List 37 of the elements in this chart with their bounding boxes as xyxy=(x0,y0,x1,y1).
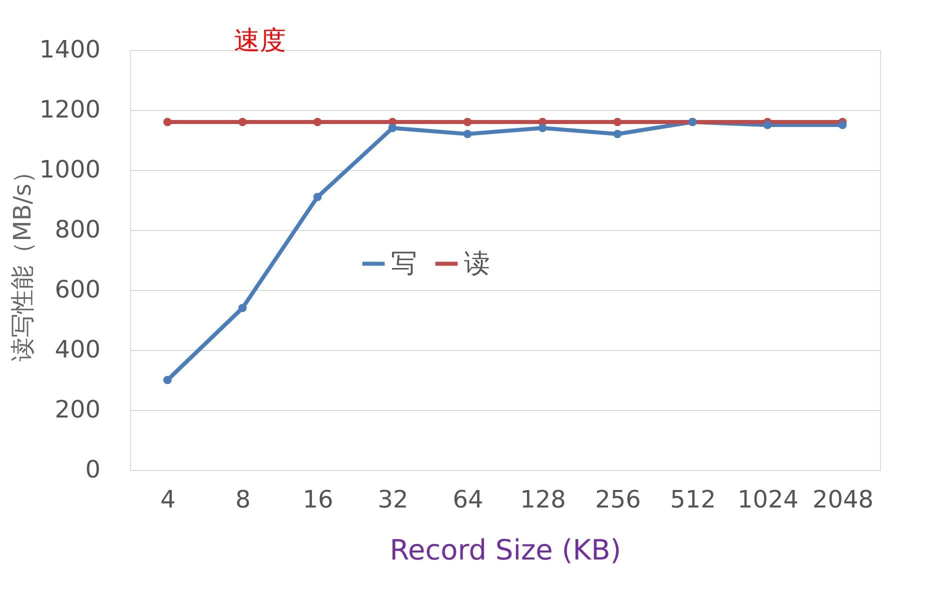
point xyxy=(613,130,622,138)
x-tick-label: 64 xyxy=(452,486,484,514)
point xyxy=(538,124,547,132)
point xyxy=(238,118,247,126)
x-tick-label: 128 xyxy=(520,486,566,514)
legend-label: 写 xyxy=(391,248,417,279)
point xyxy=(463,130,472,138)
x-tick-label: 8 xyxy=(235,486,251,514)
y-tick-label: 0 xyxy=(85,456,100,484)
x-tick-label: 512 xyxy=(670,486,716,514)
point xyxy=(463,118,472,126)
x-tick-label: 1024 xyxy=(737,486,799,514)
y-tick-label: 1200 xyxy=(39,96,100,124)
y-tick-label: 600 xyxy=(54,276,100,304)
legend-label: 读 xyxy=(464,248,490,279)
y-tick-label: 1000 xyxy=(39,156,100,184)
point xyxy=(313,118,322,126)
point xyxy=(163,118,172,126)
x-tick-label: 32 xyxy=(378,486,408,514)
y-tick-label: 200 xyxy=(54,396,100,424)
point xyxy=(838,120,847,130)
y-tick-label: 400 xyxy=(54,336,100,364)
x-tick-label: 256 xyxy=(595,486,641,514)
y-tick-label: 1400 xyxy=(39,36,100,64)
x-tick-label: 2048 xyxy=(812,486,874,514)
point xyxy=(313,192,322,202)
point xyxy=(163,376,172,384)
x-tick-label: 4 xyxy=(160,486,176,514)
x-tick-label: 16 xyxy=(302,486,334,514)
y-axis-title: 读写性能（MB/s） xyxy=(8,160,36,362)
point xyxy=(388,124,397,132)
point xyxy=(613,118,622,126)
y-tick-label: 800 xyxy=(54,216,100,244)
point xyxy=(238,304,247,312)
annotation: 速度 xyxy=(234,26,286,56)
x-axis-title: Record Size (KB) xyxy=(390,534,622,566)
point xyxy=(763,120,772,130)
